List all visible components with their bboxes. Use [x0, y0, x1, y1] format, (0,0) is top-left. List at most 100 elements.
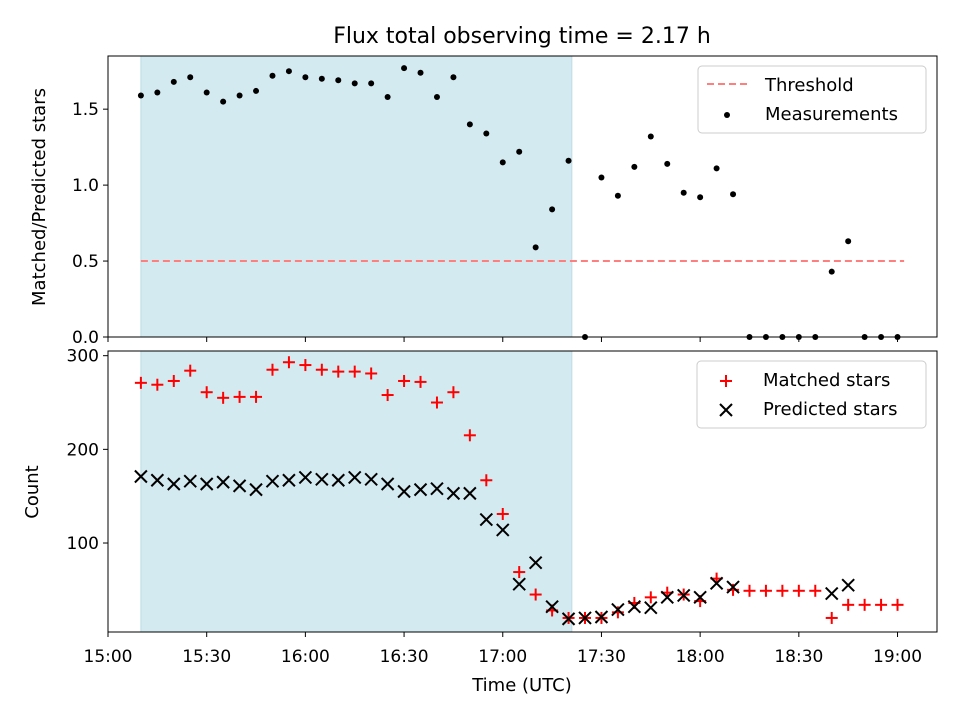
predicted-x-b [134, 469, 148, 484]
top-y-tick-label: 0.0 [72, 328, 99, 348]
matched-star-point [332, 365, 345, 378]
measurement-point [285, 68, 292, 75]
matched-star-point [134, 376, 147, 389]
matched-star-point [842, 598, 855, 611]
measurement-point [368, 80, 375, 87]
measurement-point [187, 74, 194, 81]
predicted-x-b [825, 586, 839, 601]
matched-star-point [513, 566, 526, 579]
top-y-tick-label: 1.0 [72, 176, 99, 196]
matched-star-point [496, 507, 509, 520]
measurement-point [828, 268, 835, 275]
top-legend-box [697, 65, 927, 134]
matched-star-point [759, 584, 772, 597]
legend-measurements-label: Measurements [765, 104, 898, 125]
predicted-star-point [594, 610, 609, 624]
top-legend: Threshold Measurements [697, 65, 927, 134]
predicted-star-point [578, 611, 592, 625]
bottom-x-axis-label: Time (UTC) [471, 675, 572, 696]
predicted-star-point [545, 600, 559, 614]
legend-matched-label: Matched stars [763, 370, 890, 391]
predicted-x-b [413, 482, 428, 497]
predicted-star-point [512, 577, 526, 591]
predicted-star-point [841, 578, 855, 592]
predicted-x-b [199, 477, 214, 491]
predicted-star-point [348, 470, 362, 485]
predicted-star-point [627, 600, 642, 614]
predicted-x-b [282, 473, 296, 487]
matched-star-point [315, 363, 328, 376]
legend-measurements-swatch [724, 112, 730, 118]
measurement-point [236, 92, 243, 99]
measurement-point [450, 74, 457, 81]
predicted-star-point [528, 555, 543, 570]
legend-predicted-swatch [719, 403, 733, 417]
bottom-panel: 100 200 300 15:00 15:30 16:00 16:30 17:00 17:30… [22, 347, 938, 696]
bottom-y-axis-label: Count [22, 465, 43, 518]
predicted-x-b [463, 486, 477, 501]
measurement-point [302, 74, 309, 81]
predicted-x-b [397, 484, 411, 499]
measurement-point [401, 65, 408, 72]
predicted-x-b [512, 577, 526, 591]
predicted-x-b [430, 481, 444, 496]
legend-threshold-label: Threshold [764, 75, 854, 96]
matched-star-point [529, 588, 542, 601]
measurement-point [384, 94, 391, 101]
matched-star-point [776, 584, 789, 597]
top-shaded-region [140, 55, 573, 338]
x-tick-label: 17:00 [478, 647, 527, 667]
top-y-tick-label: 1.5 [72, 100, 99, 120]
measurement-point [318, 75, 325, 82]
x-tick-label: 18:30 [774, 647, 823, 667]
predicted-star-point [676, 588, 691, 603]
predicted-x-b [446, 486, 461, 501]
measurement-point [697, 194, 704, 201]
predicted-x-b [298, 470, 313, 485]
predicted-star-point [167, 477, 181, 491]
predicted-star-point [430, 481, 444, 496]
predicted-x-b [578, 611, 592, 625]
predicted-star-point [265, 474, 280, 488]
matched-star-point [809, 584, 822, 597]
predicted-x-b [611, 602, 625, 617]
matched-star-point [447, 386, 460, 399]
matched-star-point [250, 390, 263, 403]
predicted-x-b [528, 555, 543, 570]
measurement-point [664, 160, 671, 167]
matched-star-point [282, 356, 295, 369]
matched-star-point [792, 584, 805, 597]
predicted-star-point [134, 469, 148, 484]
matched-star-point [217, 391, 230, 404]
predicted-x-b [841, 578, 855, 592]
measurement-point [730, 191, 737, 198]
matched-star-point [233, 390, 246, 403]
predicted-x-b [561, 612, 576, 626]
predicted-x-b [660, 590, 674, 605]
predicted-x-b [348, 470, 362, 485]
measurement-point [680, 189, 687, 196]
x-tick-label: 16:00 [281, 647, 330, 667]
predicted-x-b [545, 600, 559, 614]
predicted-x-b [479, 512, 494, 527]
bottom-legend: Matched stars Predicted stars [696, 360, 927, 429]
measurement-point [220, 98, 227, 105]
measurement-point [466, 121, 473, 128]
top-y-tick-label: 0.5 [72, 252, 99, 272]
matched-star-point [365, 367, 378, 380]
matched-star-point [151, 378, 164, 391]
matched-star-point [167, 374, 180, 387]
predicted-star-point [709, 576, 724, 591]
predicted-x-b [183, 474, 197, 488]
measurement-point [565, 157, 572, 164]
predicted-star-point [232, 479, 247, 493]
top-title: Flux total observing time = 2.17 h [333, 24, 711, 49]
predicted-x-b [726, 580, 740, 594]
matched-star-point [891, 598, 904, 611]
matched-star-point [200, 386, 213, 399]
legend-predicted-label: Predicted stars [763, 399, 897, 420]
x-tick-label: 19:00 [873, 647, 922, 667]
predicted-star-point [150, 473, 165, 487]
